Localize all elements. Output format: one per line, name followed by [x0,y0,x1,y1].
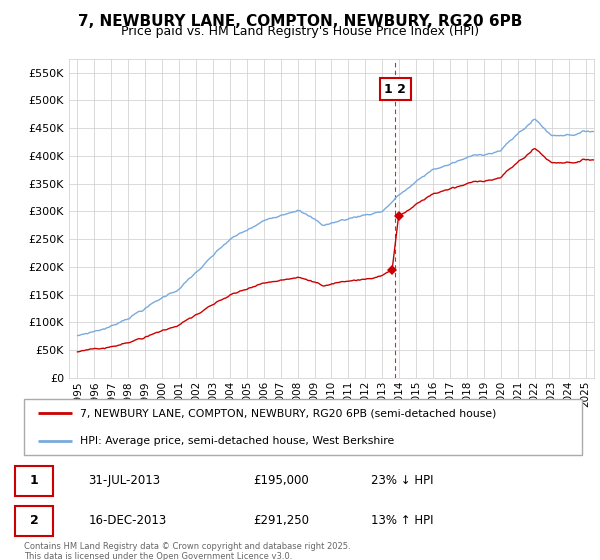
Text: 1: 1 [30,474,38,487]
Text: 1 2: 1 2 [385,83,406,96]
Text: 16-DEC-2013: 16-DEC-2013 [88,515,167,528]
Text: £291,250: £291,250 [253,515,309,528]
Text: 23% ↓ HPI: 23% ↓ HPI [371,474,433,487]
Text: £195,000: £195,000 [253,474,309,487]
Text: Price paid vs. HM Land Registry's House Price Index (HPI): Price paid vs. HM Land Registry's House … [121,25,479,38]
Text: 13% ↑ HPI: 13% ↑ HPI [371,515,433,528]
Text: 31-JUL-2013: 31-JUL-2013 [88,474,160,487]
Text: 7, NEWBURY LANE, COMPTON, NEWBURY, RG20 6PB (semi-detached house): 7, NEWBURY LANE, COMPTON, NEWBURY, RG20 … [80,408,496,418]
Text: 2: 2 [30,515,38,528]
FancyBboxPatch shape [24,399,582,455]
FancyBboxPatch shape [15,466,53,496]
FancyBboxPatch shape [15,506,53,536]
Text: HPI: Average price, semi-detached house, West Berkshire: HPI: Average price, semi-detached house,… [80,436,394,446]
Text: Contains HM Land Registry data © Crown copyright and database right 2025.
This d: Contains HM Land Registry data © Crown c… [24,542,350,560]
Text: 7, NEWBURY LANE, COMPTON, NEWBURY, RG20 6PB: 7, NEWBURY LANE, COMPTON, NEWBURY, RG20 … [78,14,522,29]
